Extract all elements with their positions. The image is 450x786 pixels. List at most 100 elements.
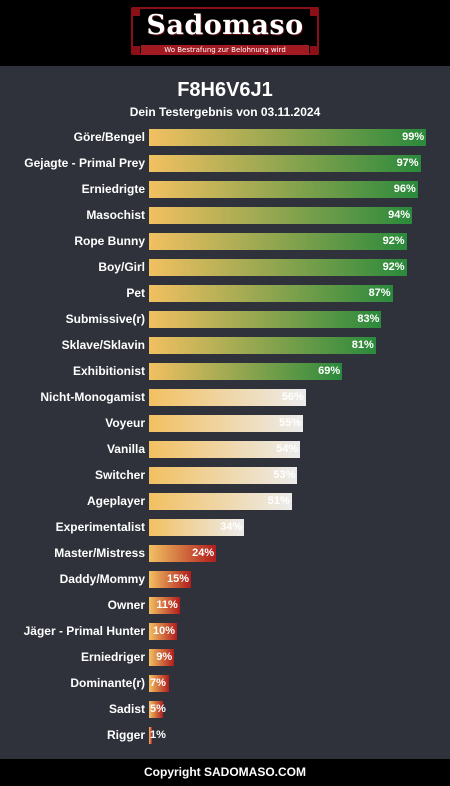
chart-row: Sadist 5% xyxy=(0,696,450,722)
bar xyxy=(149,597,180,614)
value-label: 9% xyxy=(156,651,173,663)
bar xyxy=(149,285,393,302)
value-label: 1% xyxy=(150,729,166,741)
chart-row: Submissive(r) 83% xyxy=(0,306,450,332)
bar xyxy=(149,441,301,458)
chart-row: Masochist 94% xyxy=(0,202,450,228)
bar xyxy=(149,207,413,224)
value-label: 10% xyxy=(152,625,175,637)
category-label: Masochist xyxy=(86,208,145,222)
logo-corner-ornament xyxy=(133,46,140,53)
bar xyxy=(149,389,306,406)
chart-row: Ageplayer 51% xyxy=(0,488,450,514)
value-label: 24% xyxy=(192,547,215,559)
bar xyxy=(149,519,245,536)
category-label: Vanilla xyxy=(106,442,145,456)
chart-row: Experimentalist 34% xyxy=(0,514,450,540)
value-label: 53% xyxy=(273,469,296,481)
bar xyxy=(149,363,343,380)
chart-row: Dominante(r) 7% xyxy=(0,670,450,696)
copyright-footer: Copyright SADOMASO.COM xyxy=(0,759,450,786)
bar xyxy=(149,181,418,198)
chart-row: Göre/Bengel 99% xyxy=(0,124,450,150)
chart-row: Rope Bunny 92% xyxy=(0,228,450,254)
bar xyxy=(149,727,152,744)
value-label: 5% xyxy=(150,703,166,715)
category-label: Ageplayer xyxy=(86,494,145,508)
value-label: 81% xyxy=(351,339,374,351)
category-label: Master/Mistress xyxy=(54,546,145,560)
chart-row: Exhibitionist 69% xyxy=(0,358,450,384)
value-label: 7% xyxy=(150,677,166,689)
result-date-subtitle: Dein Testergebnis von 03.11.2024 xyxy=(129,105,321,119)
category-label: Experimentalist xyxy=(55,520,145,534)
logo-corner-ornament xyxy=(133,9,140,16)
chart-row: Sklave/Sklavin 81% xyxy=(0,332,450,358)
chart-row: Erniedriger 9% xyxy=(0,644,450,670)
chart-row: Vanilla 54% xyxy=(0,436,450,462)
category-label: Sadist xyxy=(108,702,145,716)
bar xyxy=(149,649,175,666)
value-label: 94% xyxy=(388,209,411,221)
value-label: 96% xyxy=(393,183,416,195)
sadomaso-logo[interactable]: Sadomaso Wo Bestrafung zur Belohnung wir… xyxy=(131,7,319,55)
value-label: 92% xyxy=(382,235,405,247)
bar xyxy=(149,701,163,718)
chart-row: Owner 11% xyxy=(0,592,450,618)
bar xyxy=(149,623,177,640)
value-label: 99% xyxy=(402,131,425,143)
bar xyxy=(149,571,191,588)
bar xyxy=(149,233,407,250)
value-label: 83% xyxy=(357,313,380,325)
chart-row: Boy/Girl 92% xyxy=(0,254,450,280)
bar xyxy=(149,415,303,432)
category-label: Boy/Girl xyxy=(98,260,145,274)
chart-row: Master/Mistress 24% xyxy=(0,540,450,566)
bar xyxy=(149,675,169,692)
value-label: 54% xyxy=(276,443,299,455)
value-label: 69% xyxy=(318,365,341,377)
logo-tagline: Wo Bestrafung zur Belohnung wird xyxy=(141,45,309,55)
bar xyxy=(149,155,421,172)
value-label: 87% xyxy=(368,287,391,299)
category-label: Submissive(r) xyxy=(65,312,145,326)
value-label: 11% xyxy=(156,599,178,611)
chart-row: Pet 87% xyxy=(0,280,450,306)
chart-row: Switcher 53% xyxy=(0,462,450,488)
category-label: Jäger - Primal Hunter xyxy=(23,624,145,638)
category-label: Erniedriger xyxy=(80,650,145,664)
bar xyxy=(149,337,376,354)
bar xyxy=(149,311,382,328)
category-label: Erniedrigte xyxy=(81,182,145,196)
header: Sadomaso Wo Bestrafung zur Belohnung wir… xyxy=(0,0,450,66)
logo-corner-ornament xyxy=(310,9,317,16)
logo-wordmark: Sadomaso xyxy=(146,10,304,41)
chart-row: Voyeur 55% xyxy=(0,410,450,436)
category-label: Switcher xyxy=(94,468,145,482)
bar xyxy=(149,259,407,276)
chart-row: Erniedrigte 96% xyxy=(0,176,450,202)
category-label: Pet xyxy=(126,286,145,300)
chart-row: Rigger 1% xyxy=(0,722,450,748)
category-label: Dominante(r) xyxy=(70,676,145,690)
value-label: 56% xyxy=(281,391,304,403)
category-label: Voyeur xyxy=(105,416,145,430)
category-label: Sklave/Sklavin xyxy=(61,338,145,352)
bar xyxy=(149,467,298,484)
value-label: 97% xyxy=(396,157,419,169)
chart-row: Jäger - Primal Hunter 10% xyxy=(0,618,450,644)
category-label: Daddy/Mommy xyxy=(59,572,145,586)
category-label: Owner xyxy=(107,598,145,612)
bar xyxy=(149,129,427,146)
value-label: 92% xyxy=(382,261,405,273)
category-label: Exhibitionist xyxy=(73,364,145,378)
chart-row: Daddy/Mommy 15% xyxy=(0,566,450,592)
bar xyxy=(149,493,292,510)
bar xyxy=(149,545,217,562)
category-label: Rope Bunny xyxy=(74,234,145,248)
value-label: 34% xyxy=(220,521,243,533)
logo-corner-ornament xyxy=(310,46,317,53)
category-label: Gejagte - Primal Prey xyxy=(24,156,145,170)
chart-row: Nicht-Monogamist 56% xyxy=(0,384,450,410)
category-label: Göre/Bengel xyxy=(73,130,145,144)
